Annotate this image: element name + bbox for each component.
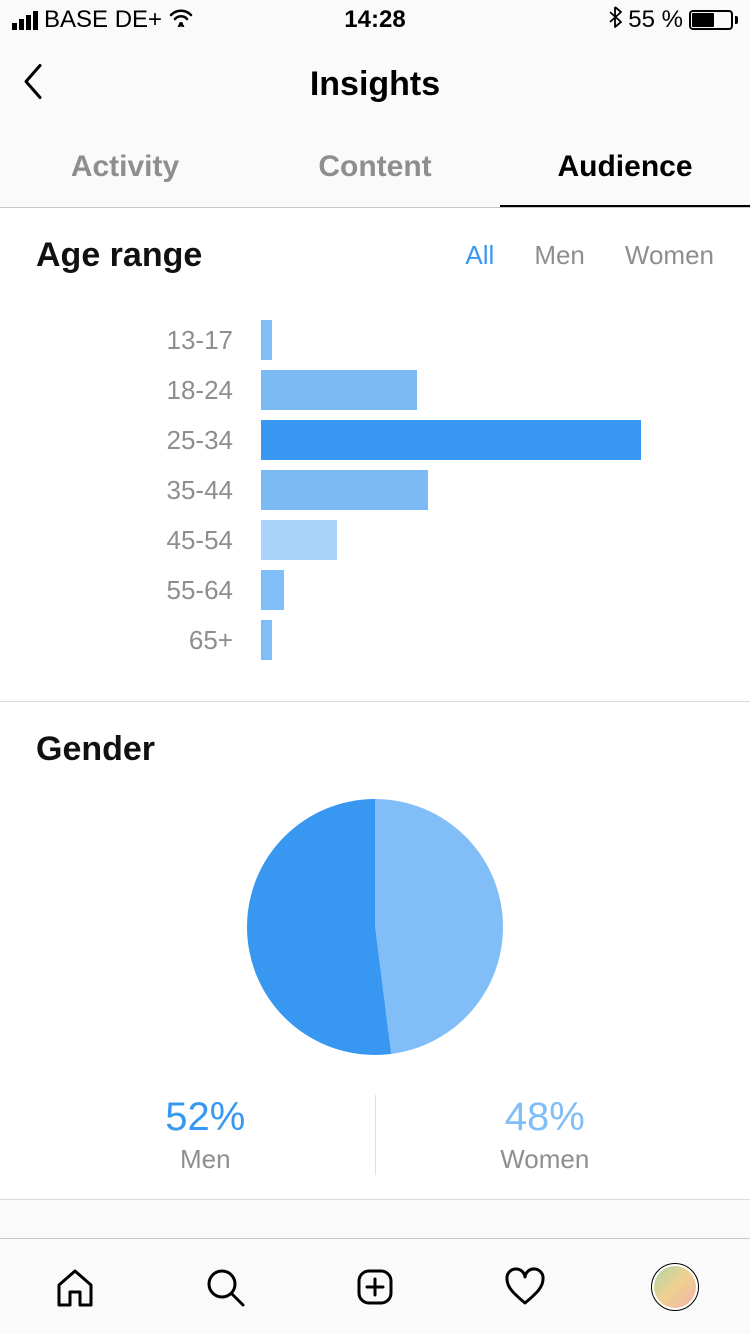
age-bar-fill xyxy=(261,570,284,610)
age-bar-label: 65+ xyxy=(36,625,261,656)
nav-activity[interactable] xyxy=(501,1263,549,1311)
section-divider-bottom xyxy=(0,1199,750,1200)
gender-title: Gender xyxy=(36,730,155,769)
age-bar-fill xyxy=(261,470,428,510)
age-bar-fill xyxy=(261,320,272,360)
status-time: 14:28 xyxy=(344,6,405,34)
age-bar-fill xyxy=(261,620,272,660)
back-button[interactable] xyxy=(20,60,48,109)
age-bar-label: 55-64 xyxy=(36,575,261,606)
gender-legend: 52% Men 48% Women xyxy=(36,1085,714,1179)
content-area: Age range All Men Women 13-17 18-24 25-34 3… xyxy=(0,208,750,1200)
age-bar-row: 13-17 xyxy=(36,315,714,365)
age-bar-row: 35-44 xyxy=(36,465,714,515)
age-bar-label: 45-54 xyxy=(36,525,261,556)
age-range-bar-chart: 13-17 18-24 25-34 35-44 45-54 55-64 65+ xyxy=(36,315,714,665)
filter-men[interactable]: Men xyxy=(534,240,585,271)
legend-men-pct: 52% xyxy=(36,1095,375,1140)
tab-audience[interactable]: Audience xyxy=(500,128,750,207)
gender-pie-chart xyxy=(247,799,503,1055)
age-bar-row: 45-54 xyxy=(36,515,714,565)
status-left: BASE DE+ xyxy=(12,6,194,34)
bottom-nav xyxy=(0,1238,750,1334)
signal-icon xyxy=(12,11,38,30)
nav-home[interactable] xyxy=(51,1263,99,1311)
age-bar-label: 13-17 xyxy=(36,325,261,356)
age-range-section: Age range All Men Women 13-17 18-24 25-34 3… xyxy=(0,208,750,701)
age-bar-fill xyxy=(261,370,417,410)
legend-men: 52% Men xyxy=(36,1091,375,1179)
nav-header: Insights xyxy=(0,40,750,128)
battery-icon xyxy=(689,10,738,30)
age-range-title: Age range xyxy=(36,236,202,275)
battery-percent: 55 % xyxy=(628,6,683,34)
nav-search[interactable] xyxy=(201,1263,249,1311)
age-bar-fill xyxy=(261,520,337,560)
status-bar: BASE DE+ 14:28 55 % xyxy=(0,0,750,40)
insight-tabs: Activity Content Audience xyxy=(0,128,750,208)
bluetooth-icon xyxy=(608,6,622,35)
filter-women[interactable]: Women xyxy=(625,240,714,271)
age-bar-row: 18-24 xyxy=(36,365,714,415)
legend-women: 48% Women xyxy=(376,1091,715,1179)
age-bar-fill xyxy=(261,420,641,460)
search-icon xyxy=(203,1265,247,1309)
home-icon xyxy=(53,1265,97,1309)
status-right: 55 % xyxy=(608,6,738,35)
age-bar-row: 25-34 xyxy=(36,415,714,465)
age-bar-label: 25-34 xyxy=(36,425,261,456)
age-range-filters: All Men Women xyxy=(465,240,714,271)
tab-content[interactable]: Content xyxy=(250,128,500,207)
tab-activity[interactable]: Activity xyxy=(0,128,250,207)
age-bar-row: 65+ xyxy=(36,615,714,665)
legend-men-label: Men xyxy=(36,1144,375,1175)
profile-avatar-icon xyxy=(651,1263,699,1311)
age-bar-row: 55-64 xyxy=(36,565,714,615)
legend-women-pct: 48% xyxy=(376,1095,715,1140)
nav-profile[interactable] xyxy=(651,1263,699,1311)
age-bar-label: 35-44 xyxy=(36,475,261,506)
add-post-icon xyxy=(353,1265,397,1309)
heart-icon xyxy=(503,1265,547,1309)
nav-add[interactable] xyxy=(351,1263,399,1311)
legend-women-label: Women xyxy=(376,1144,715,1175)
wifi-icon xyxy=(168,6,194,34)
gender-section: Gender 52% Men 48% Women xyxy=(0,702,750,1199)
filter-all[interactable]: All xyxy=(465,240,494,271)
age-bar-label: 18-24 xyxy=(36,375,261,406)
page-title: Insights xyxy=(310,65,440,104)
carrier-label: BASE DE+ xyxy=(44,6,162,34)
